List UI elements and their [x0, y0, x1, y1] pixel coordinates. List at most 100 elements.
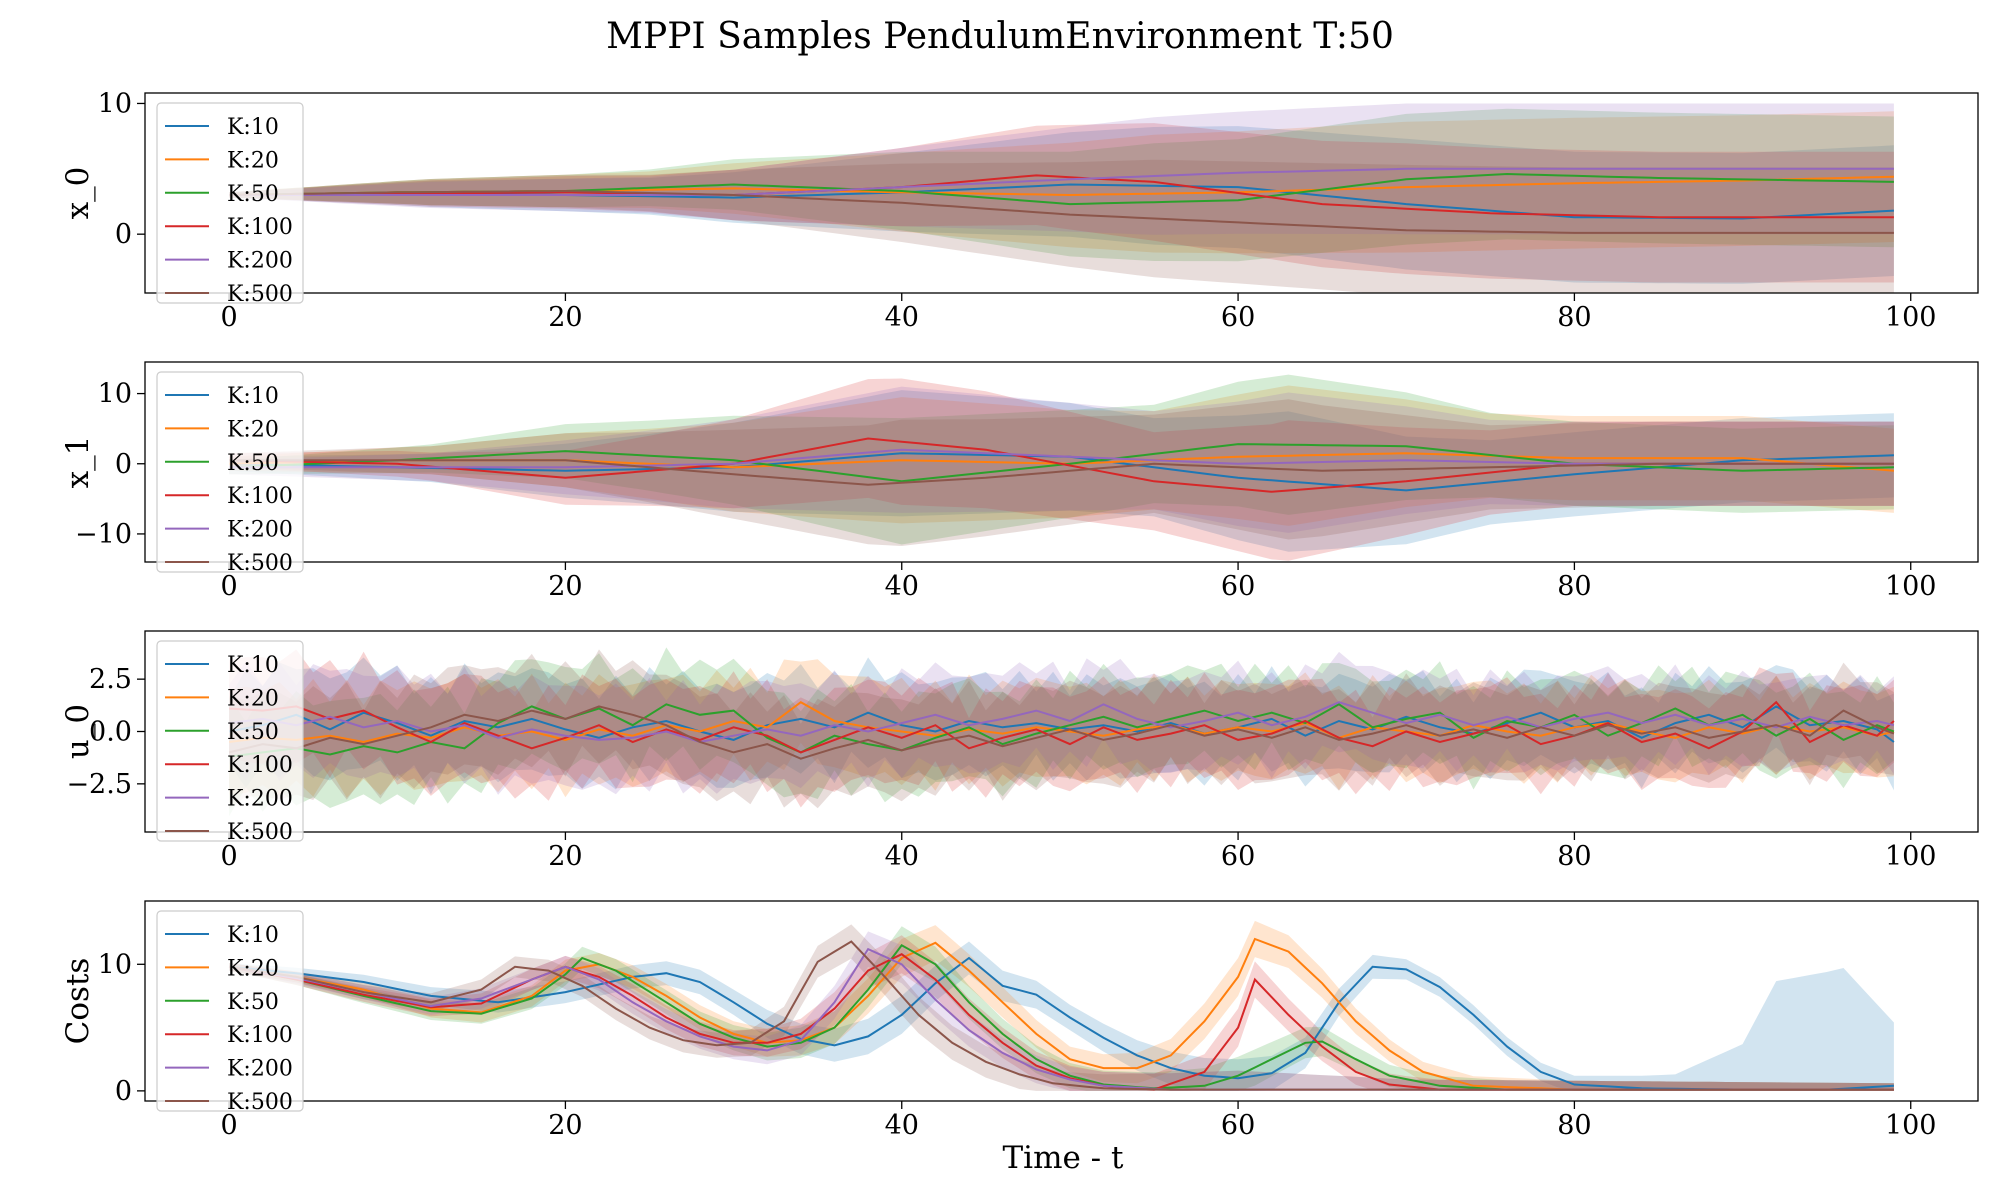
- x-tick-label: 100: [1885, 302, 1937, 333]
- y-tick-label: 10: [98, 949, 132, 980]
- legend-entry: K:200: [227, 518, 293, 543]
- legend-entry: K:500: [227, 551, 293, 576]
- x-tick-label: 60: [1221, 1110, 1255, 1141]
- x-tick-label: 100: [1885, 841, 1937, 872]
- y-tick-label: −2.5: [66, 769, 132, 800]
- legend-entry: K:50: [227, 451, 279, 476]
- legend-box: [156, 910, 304, 1112]
- legend-entry: K:20: [227, 148, 279, 173]
- x-tick-label: 0: [220, 1110, 237, 1141]
- line-k-500: [229, 189, 1894, 234]
- legend-entry: K:200: [227, 787, 293, 812]
- band-k-10: [229, 941, 1894, 1091]
- band-k-500: [229, 399, 1894, 546]
- band-k-100: [229, 378, 1894, 561]
- legend-entry: K:50: [227, 182, 279, 207]
- legend-entry: K:10: [227, 115, 279, 140]
- line-k-10: [229, 956, 1894, 1091]
- legend-entry: K:20: [227, 956, 279, 981]
- legend-entry: K:20: [227, 686, 279, 711]
- y-tick-label: 0: [115, 219, 132, 250]
- x-tick-label: 80: [1557, 841, 1591, 872]
- x-tick-label: 0: [220, 302, 237, 333]
- x-tick-label: 100: [1885, 571, 1937, 602]
- legend-entry: K:100: [227, 215, 293, 240]
- axes-frame: [144, 900, 1979, 1102]
- x-tick-label: 100: [1885, 1110, 1937, 1141]
- x-tick-label: 60: [1221, 302, 1255, 333]
- x-tick-label: 80: [1557, 571, 1591, 602]
- legend-entry: K:10: [227, 384, 279, 409]
- y-axis-label: x_1: [60, 436, 96, 489]
- band-k-20: [229, 920, 1894, 1091]
- x-tick-label: 40: [885, 571, 919, 602]
- band-k-20: [229, 111, 1894, 254]
- band-k-10: [229, 126, 1894, 284]
- legend: K:10 K:20 K:50 K:100 K:200 K:500: [156, 371, 304, 576]
- subplot-x_1: 0 20 40 60 80 100100−10x_1K:10K:20K:50K:100K:…: [60, 361, 1979, 602]
- subplots: 0 20 40 60 80 100100x_0K:10K:20K:50K:100K:200…: [60, 88, 1979, 1141]
- y-axis-label: x_0: [60, 167, 96, 220]
- line-k-500: [229, 459, 1894, 486]
- legend: K:10 K:20 K:50 K:100 K:200 K:500: [156, 102, 304, 307]
- y-tick-label: 0: [115, 1076, 132, 1107]
- legend-entry: K:100: [227, 484, 293, 509]
- plot-area: [229, 374, 1894, 561]
- plot-area: [228, 647, 1895, 817]
- legend-entry: K:100: [227, 753, 293, 778]
- line-k-200: [228, 701, 1895, 744]
- band-k-200: [229, 651, 1894, 795]
- x-tick-label: 0: [220, 841, 237, 872]
- subplot-Costs: 0 20 40 60 80 100100CostsK:10K:20K:50K:100K:2…: [60, 900, 1979, 1141]
- y-tick-label: 10: [98, 88, 132, 119]
- x-tick-label: 20: [548, 1110, 582, 1141]
- axes-frame: [144, 92, 1979, 294]
- x-axis-label: Time - t: [1003, 1140, 1125, 1176]
- legend-entry: K:50: [227, 720, 279, 745]
- legend: K:10 K:20 K:50 K:100 K:200 K:500: [156, 910, 304, 1115]
- y-tick-label: 0: [115, 449, 132, 480]
- x-tick-label: 60: [1221, 841, 1255, 872]
- x-tick-label: 80: [1557, 1110, 1591, 1141]
- x-tick-label: 60: [1221, 571, 1255, 602]
- band-k-10: [229, 657, 1894, 795]
- x-tick-label: 20: [548, 302, 582, 333]
- legend-entry: K:500: [227, 820, 293, 845]
- legend-entry: K:100: [227, 1023, 293, 1048]
- legend-entry: K:50: [227, 990, 279, 1015]
- legend-box: [156, 102, 304, 304]
- legend: K:10 K:20 K:50 K:100 K:200 K:500: [156, 640, 304, 845]
- line-k-500: [228, 705, 1895, 760]
- legend-entry: K:200: [227, 249, 293, 274]
- y-tick-label: 2.5: [89, 664, 132, 695]
- chart-title: MPPI Samples PendulumEnvironment T:50: [606, 16, 1394, 57]
- plot-area: [229, 103, 1894, 293]
- x-tick-label: 40: [885, 841, 919, 872]
- legend-entry: K:10: [227, 653, 279, 678]
- line-k-500: [228, 940, 1894, 1091]
- x-tick-label: 0: [220, 571, 237, 602]
- x-tick-label: 40: [885, 1110, 919, 1141]
- band-k-500: [229, 649, 1894, 809]
- legend-entry: K:20: [227, 417, 279, 442]
- x-tick-label: 40: [885, 302, 919, 333]
- legend-entry: K:500: [227, 1090, 293, 1115]
- y-tick-label: 10: [98, 379, 132, 410]
- band-k-200: [229, 103, 1894, 235]
- line-k-100: [229, 174, 1894, 219]
- line-k-100: [229, 700, 1895, 754]
- x-tick-label: 20: [548, 571, 582, 602]
- subplot-u_0: 0 20 40 60 80 1002.50.0−2.5u_0K:10K:20K:50K:1…: [60, 630, 1979, 872]
- legend-box: [156, 640, 304, 842]
- y-axis-label: u_0: [60, 704, 96, 759]
- band-k-200: [229, 386, 1894, 533]
- x-tick-label: 80: [1557, 302, 1591, 333]
- y-axis-label: Costs: [60, 958, 96, 1045]
- band-k-50: [229, 374, 1894, 545]
- x-tick-label: 20: [548, 841, 582, 872]
- legend-entry: K:500: [227, 282, 293, 307]
- axes-frame: [144, 361, 1979, 563]
- plot-area: [228, 920, 1894, 1091]
- legend-box: [156, 371, 304, 573]
